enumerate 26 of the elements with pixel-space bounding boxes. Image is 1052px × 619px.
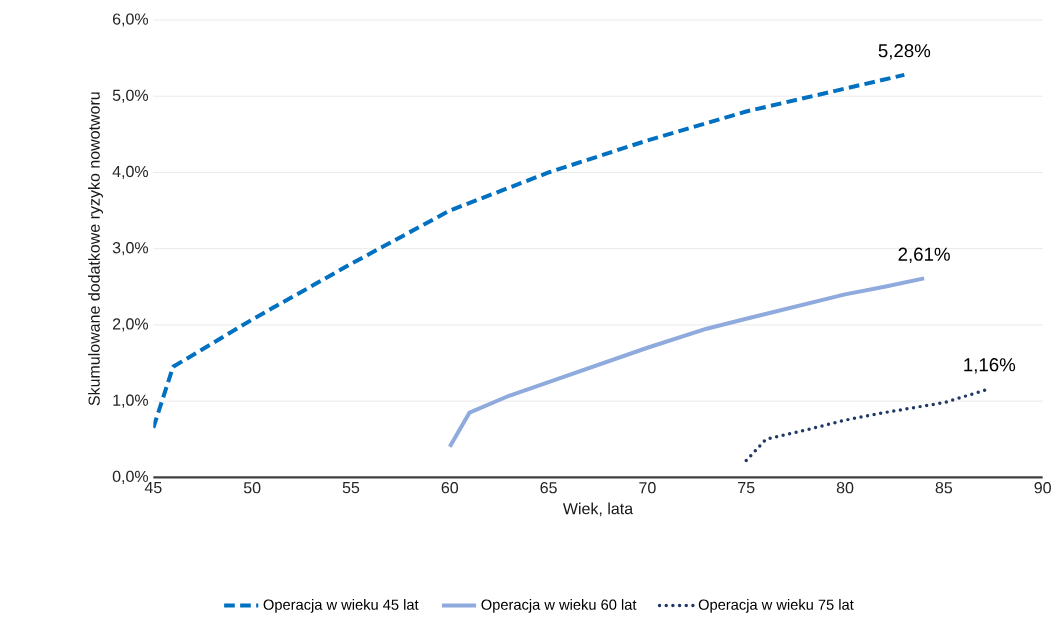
x-tick-label: 80	[836, 482, 854, 494]
x-tick-label: 65	[540, 482, 557, 494]
line-series	[447, 276, 927, 450]
x-tick-label: 70	[639, 482, 656, 494]
legend-label: Operacja w wieku 75 lat	[698, 599, 854, 613]
x-tick-label: 60	[441, 482, 459, 494]
y-tick-label: 2,0%	[112, 318, 149, 332]
x-tick-label: 55	[342, 482, 360, 494]
x-axis-title: Wiek, lata	[562, 502, 634, 517]
y-tick-label: 5,0%	[112, 89, 149, 103]
y-axis-title: Skumulowane dodatkowe ryzyko nowotworu	[88, 92, 103, 406]
x-tick-label: 90	[1034, 482, 1051, 494]
y-tick-label: 3,0%	[112, 242, 149, 256]
x-tick-label: 50	[243, 482, 261, 494]
y-tick-label: 4,0%	[112, 166, 149, 180]
annotation: 1,16%	[964, 358, 1016, 374]
x-tick-label: 75	[738, 482, 755, 494]
y-tick-label: 6,0%	[112, 13, 149, 27]
y-tick-label: 1,0%	[113, 394, 149, 408]
legend-label: Operacja w wieku 60 lat	[481, 599, 637, 613]
x-tick-label: 85	[935, 482, 953, 494]
annotation: 2,61%	[898, 247, 950, 264]
legend-label: Operacja w wieku 45 lat	[263, 599, 419, 613]
annotation: 5,28%	[878, 44, 931, 60]
x-tick-label: 45	[144, 482, 162, 494]
y-tick-label: 0,0%	[112, 470, 149, 485]
